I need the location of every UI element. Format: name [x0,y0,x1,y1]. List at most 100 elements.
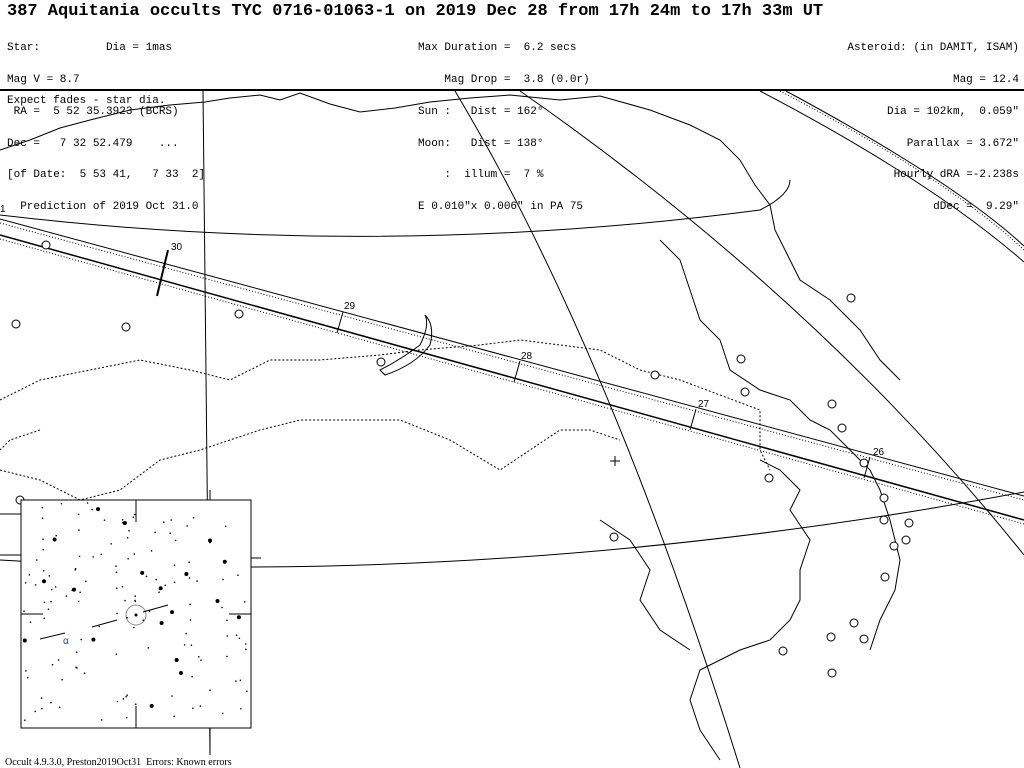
field-star [47,608,50,610]
field-star [189,619,192,621]
field-star [199,705,202,707]
field-star [85,580,87,583]
field-star [133,626,135,629]
star-info: Star: Dia = 1mas Mag V = 8.7 RA = 5 52 3… [7,22,205,223]
city-marker [11,319,21,329]
field-star [147,647,150,649]
field-star [103,519,106,521]
field-star [60,502,63,505]
path-time-tick [336,311,344,334]
city-marker [376,357,386,367]
field-star [122,698,125,700]
city-marker [234,309,244,319]
field-star [28,574,31,576]
field-star [35,559,38,561]
field-star [115,587,118,589]
field-star [174,539,177,542]
central-point-cross [610,456,620,466]
field-star [209,541,211,544]
field-star [158,586,163,591]
field-star [190,644,193,646]
map-title: 387 Aquitania occults TYC 0716-01063-1 o… [7,2,824,21]
field-star [170,610,175,615]
field-star [48,575,51,577]
field-star [162,521,165,523]
field-star [22,638,27,643]
field-star [125,695,128,698]
field-star [74,569,77,571]
field-star [55,534,58,537]
city-marker [41,240,51,250]
field-star [173,581,176,584]
field-star [121,518,124,521]
path-north-limit [0,218,1024,497]
meridian-arc [519,90,1024,556]
field-star [238,637,241,640]
field-star [189,603,191,606]
city-marker [849,618,859,628]
field-star [174,658,179,663]
field-star [41,506,44,509]
field-star [50,701,52,704]
field-star [126,694,128,696]
field-star [34,584,37,586]
field-star [235,680,237,682]
city-marker [880,572,890,582]
event-info: Max Duration = 6.2 secs Mag Drop = 3.8 (… [418,22,590,223]
asteroid-line: Mag = 12.4 [952,73,1019,86]
expect-note: Expect fades - star dia. [7,95,166,107]
field-star [100,719,103,721]
meridian-arc [759,90,1024,263]
meridian-arc [454,90,741,768]
field-star [91,508,93,511]
city-marker [901,535,911,545]
field-star [65,595,68,597]
field-star [122,521,127,526]
field-star [200,659,202,661]
field-star [96,507,101,512]
field-star [41,517,44,519]
field-star [224,525,227,528]
field-star [52,537,57,542]
star-line: RA = 5 52 35.3923 (BCRS) [7,105,179,118]
field-star [192,707,194,710]
lake-baikal [379,314,433,376]
field-star [155,578,158,581]
field-star [171,695,173,697]
field-star [173,564,176,567]
field-star [244,643,247,645]
field-star [115,653,118,655]
field-star [237,574,239,576]
field-star [164,584,167,587]
field-star [145,575,148,578]
star-line: [of Date: 5 53 41, 7 33 2] [7,169,206,182]
field-star [239,679,242,682]
field-star [74,567,77,570]
field-star [34,710,37,713]
field-star [77,600,80,603]
asteroid-info: Asteroid: (in DAMIT, ISAM) Mag = 12.4 Di… [847,22,1019,223]
field-star [42,569,45,572]
path-time-label: 1 [0,204,6,215]
event-line: Mag Drop = 3.8 (0.0r) [418,73,590,86]
field-star [29,621,32,623]
field-star [134,595,136,597]
field-star [191,675,193,678]
path-time-tick [156,249,169,297]
path-time-label: 29 [344,301,356,312]
field-star [61,678,63,681]
field-star [149,703,154,708]
city-marker [609,532,619,542]
field-star [245,648,247,651]
field-star [221,606,223,609]
field-star [40,697,43,699]
field-star [196,580,198,582]
city-marker [826,632,836,642]
coastline [599,519,691,651]
field-star [41,707,43,710]
field-star [148,610,151,612]
field-star [110,543,112,545]
field-star [23,610,25,612]
star-line: Prediction of 2019 Oct 31.0 [7,201,199,214]
